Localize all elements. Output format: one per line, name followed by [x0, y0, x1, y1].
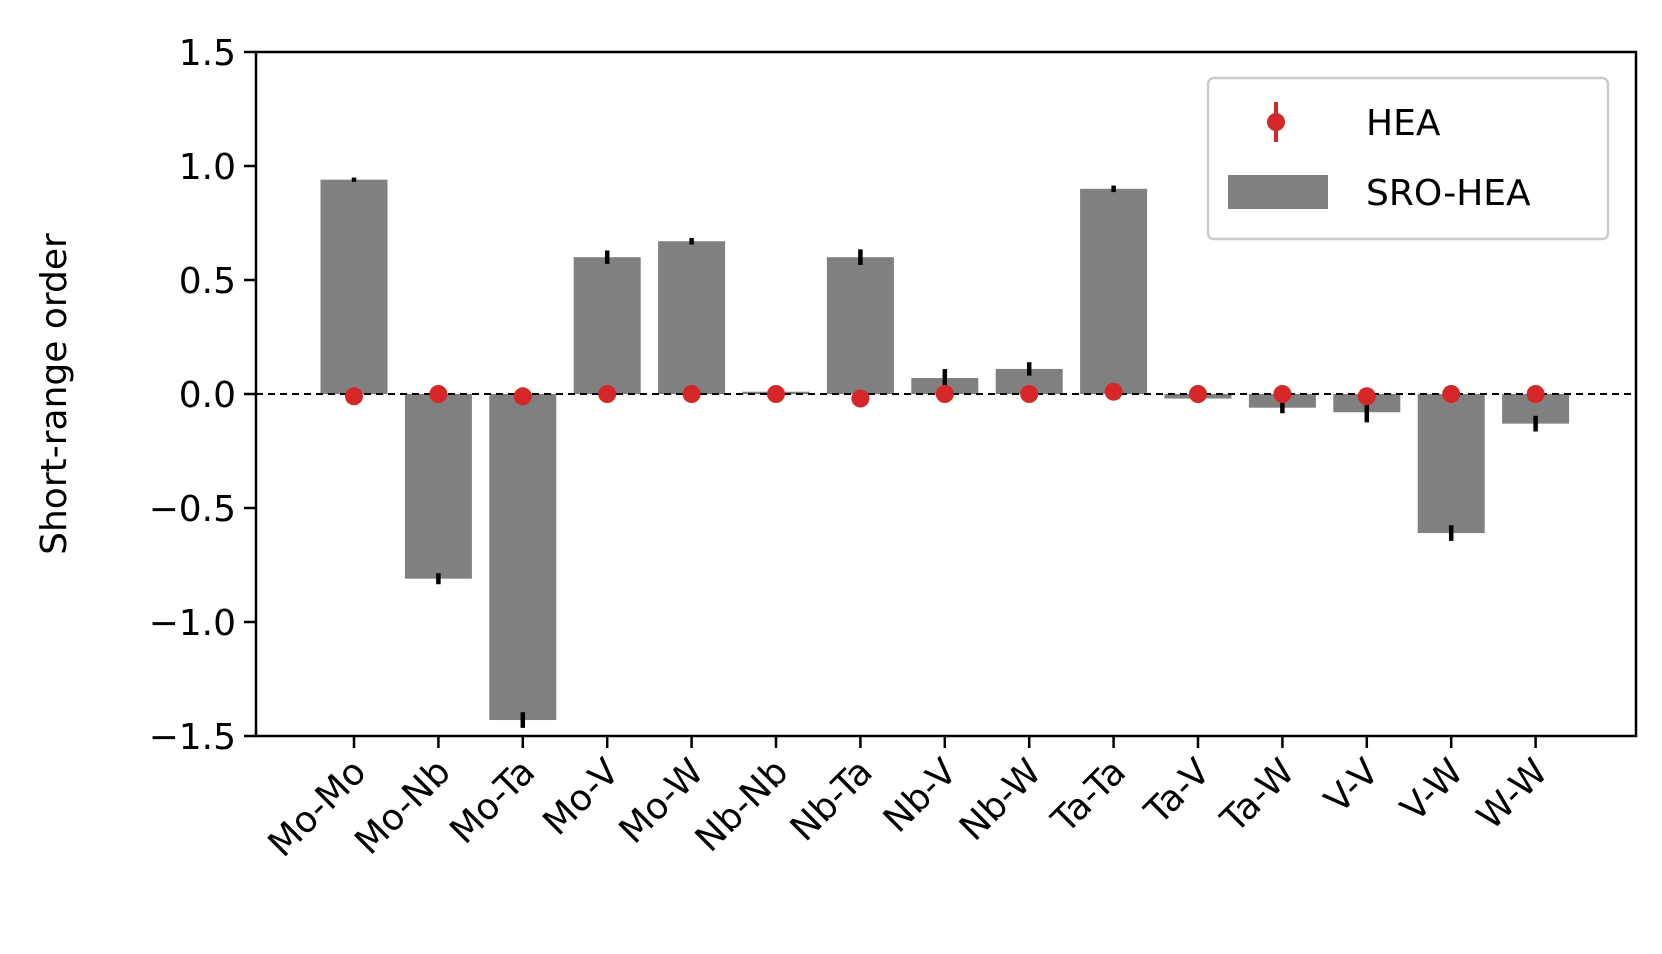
bar-mo-ta: [489, 394, 557, 721]
point-series: [345, 382, 1545, 408]
y-tick-label: −0.5: [149, 489, 236, 530]
x-tick-label: Mo-Ta: [442, 751, 543, 852]
bar-v-w: [1417, 394, 1485, 534]
point-nb-ta: [851, 389, 870, 408]
x-tick-label: V-V: [1317, 751, 1387, 821]
y-tick-label: −1.5: [149, 717, 236, 758]
y-axis-label: Short-range order: [34, 233, 75, 555]
y-tick-label: 0.0: [179, 375, 236, 416]
x-tick-label: Ta-W: [1213, 751, 1303, 841]
x-axis: Mo-MoMo-NbMo-TaMo-VMo-WNb-NbNb-TaNb-VNb-…: [261, 736, 1556, 865]
point-mo-mo: [345, 387, 363, 406]
x-tick-label: Nb-W: [952, 751, 1050, 849]
point-v-w: [1442, 385, 1461, 403]
legend: HEA SRO-HEA: [1206, 76, 1610, 241]
y-tick-label: −1.0: [149, 603, 236, 644]
x-tick-label: Nb-Ta: [783, 751, 881, 849]
point-mo-v: [598, 385, 617, 403]
x-tick-label: Nb-V: [876, 751, 966, 841]
y-tick-label: 1.0: [179, 147, 236, 188]
bar-mo-nb: [404, 394, 472, 579]
legend-marker-bar: [1228, 175, 1328, 209]
x-tick-label: Mo-V: [535, 751, 627, 843]
point-ta-v: [1189, 385, 1207, 403]
bar-series: [320, 179, 1570, 721]
bar-mo-mo: [320, 179, 388, 394]
x-tick-label: Mo-Mo: [261, 751, 375, 865]
legend-marker-point: [1267, 113, 1285, 131]
x-tick-label: V-W: [1393, 751, 1471, 829]
y-tick-label: 0.5: [179, 261, 236, 302]
point-ta-ta: [1104, 382, 1123, 401]
bar-nb-ta: [826, 257, 894, 394]
bar-mo-v: [573, 257, 641, 394]
point-mo-w: [682, 385, 701, 403]
x-tick-label: Nb-Nb: [688, 751, 797, 860]
point-mo-ta: [513, 387, 532, 406]
point-v-v: [1357, 387, 1376, 406]
point-nb-v: [935, 385, 954, 403]
point-w-w: [1526, 385, 1545, 403]
x-tick-label: Ta-V: [1137, 751, 1219, 833]
x-tick-label: W-W: [1470, 751, 1556, 837]
point-nb-w: [1020, 385, 1039, 403]
y-axis: 1.5 1.0 0.5 0.0 −0.5 −1.0 −1.5: [149, 33, 256, 758]
y-tick-label: 1.5: [179, 33, 236, 74]
point-nb-nb: [767, 385, 785, 403]
legend-label: SRO-HEA: [1366, 173, 1531, 214]
point-ta-w: [1273, 385, 1292, 403]
x-tick-label: Ta-Ta: [1044, 751, 1134, 841]
legend-label: HEA: [1366, 103, 1441, 144]
point-mo-nb: [429, 385, 448, 403]
x-tick-label: Mo-Nb: [347, 751, 458, 862]
bar-mo-w: [658, 241, 726, 394]
bar-ta-ta: [1080, 188, 1148, 394]
